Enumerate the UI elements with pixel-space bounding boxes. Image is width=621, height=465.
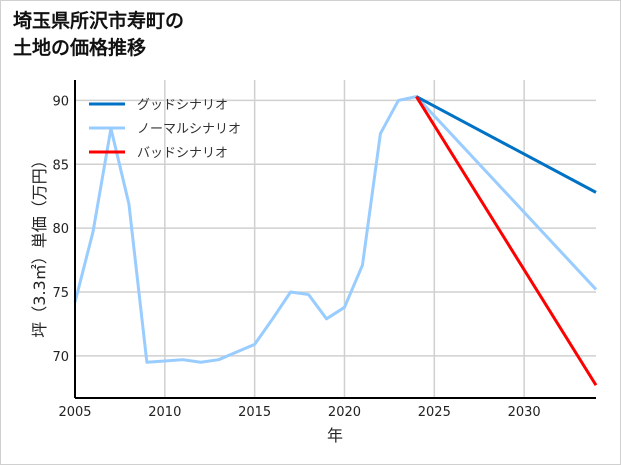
y-tick-label: 75	[52, 286, 69, 301]
series-line-2	[415, 95, 598, 387]
x-tick-label: 2010	[148, 405, 181, 420]
y-tick-label: 90	[52, 94, 69, 109]
x-tick-label: 2015	[238, 405, 271, 420]
x-axis-label: 年	[327, 426, 343, 445]
x-tick-label: 2025	[418, 405, 451, 420]
y-tick-label: 85	[52, 158, 69, 173]
series-line-0	[415, 95, 597, 194]
y-tick-label: 80	[52, 222, 69, 237]
chart-title: 埼玉県所沢市寿町の 土地の価格推移	[13, 10, 185, 59]
x-tick-label: 2030	[508, 405, 541, 420]
legend-label: バッドシナリオ	[137, 146, 228, 161]
series-line-1	[73, 95, 598, 364]
y-tick-label: 70	[52, 350, 69, 365]
legend-label: ノーマルシナリオ	[137, 122, 241, 137]
x-tick-label: 2020	[328, 405, 361, 420]
legend-label: グッドシナリオ	[137, 98, 228, 113]
y-axis-label: 坪（3.3㎡）単価（万円）	[30, 152, 49, 337]
x-tick-label: 2005	[58, 405, 91, 420]
